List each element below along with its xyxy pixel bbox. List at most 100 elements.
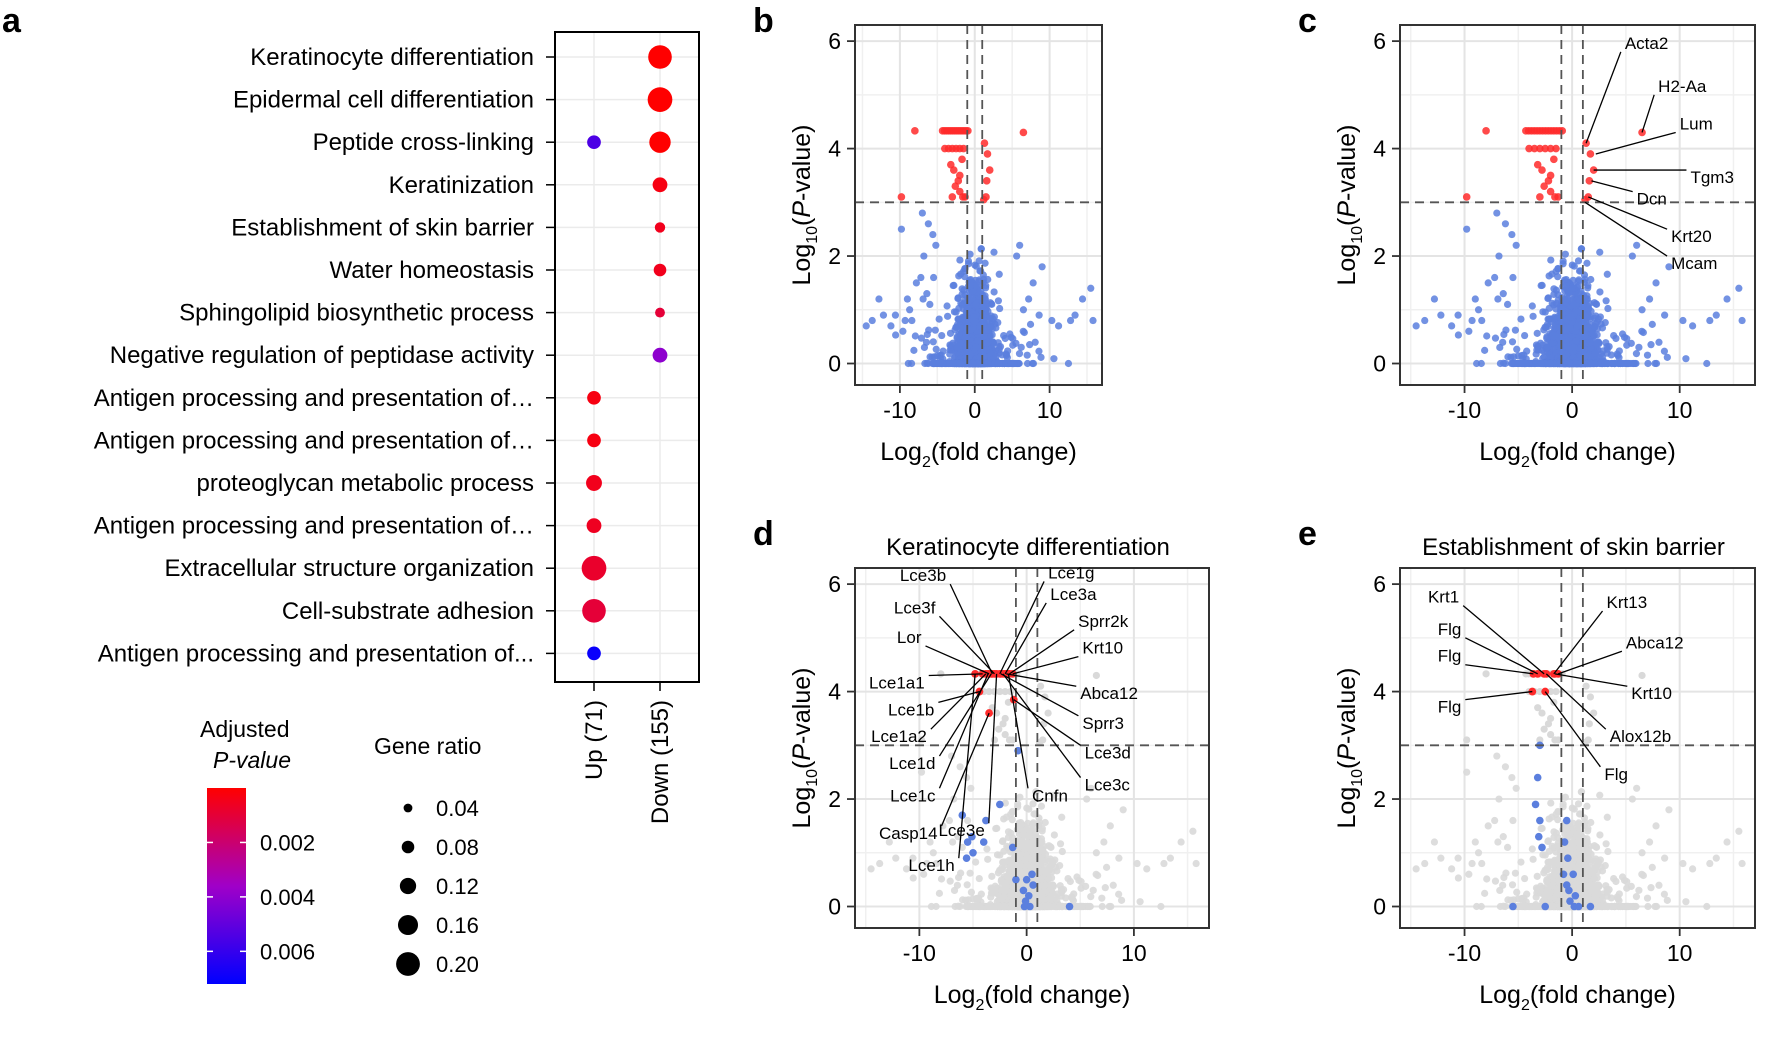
gene-point (969, 359, 977, 368)
gene-point (996, 304, 1004, 313)
significant-point (897, 193, 906, 201)
gene-point (1594, 338, 1602, 346)
term-label: Peptide cross-linking (313, 129, 534, 156)
gene-point (1661, 311, 1669, 319)
term-label: Epidermal cell differentiation (233, 87, 534, 114)
gene-point (1004, 828, 1013, 836)
gene-point (1048, 881, 1056, 889)
gene-point (1562, 275, 1570, 284)
gene-label: H2-Aa (1658, 77, 1707, 96)
significant-point (1586, 150, 1595, 158)
size-legend-title: Gene ratio (374, 733, 481, 759)
gene-point (1511, 326, 1520, 334)
term-label: proteoglycan metabolic process (196, 470, 534, 497)
gene-point (1035, 347, 1043, 355)
gene-point (1495, 252, 1503, 260)
gene-point (1115, 890, 1123, 898)
enrichment-dot (652, 177, 668, 193)
gene-point (1703, 359, 1711, 368)
term-label: Antigen processing and presentation of… (94, 427, 534, 454)
gene-point (980, 332, 988, 340)
gene-point (975, 874, 983, 883)
color-legend-tick-label: 0.002 (260, 830, 315, 855)
gene-point (1623, 335, 1631, 343)
gene-point (996, 866, 1004, 874)
gene-point (1465, 327, 1473, 335)
gene-point (1603, 270, 1611, 278)
gene-point (1101, 884, 1109, 892)
gene-point (1017, 869, 1025, 877)
gene-point (994, 297, 1003, 305)
gene-point (1562, 326, 1570, 334)
gene-point (1421, 316, 1429, 325)
gene-label: Tgm3 (1690, 168, 1733, 187)
enrichment-dot (653, 263, 667, 277)
gene-point (1078, 295, 1087, 303)
gene-point (1471, 295, 1479, 303)
gene-point (1019, 306, 1028, 314)
gene-point (910, 346, 918, 354)
gene-point (958, 314, 967, 323)
gene-point (1596, 248, 1604, 256)
gene-point (892, 854, 900, 862)
gene-point (924, 220, 932, 228)
gene-point (1689, 322, 1697, 330)
gene-point (1523, 347, 1531, 355)
gene-point (998, 886, 1006, 894)
gene-point (1556, 359, 1564, 368)
gene-point (1050, 355, 1058, 363)
gene-point (1092, 671, 1100, 680)
gene-point (972, 300, 980, 309)
gene-point (1454, 311, 1462, 319)
gene-point (1652, 279, 1660, 287)
gene-point (1512, 241, 1520, 249)
gene-point (967, 326, 975, 334)
gene-point (1098, 894, 1106, 902)
gene-point (1738, 316, 1746, 325)
gene-point (1518, 359, 1526, 368)
gene-point (956, 256, 964, 264)
gene-point (937, 670, 945, 678)
gene-point (1177, 838, 1185, 846)
gene-point (1468, 316, 1476, 325)
gene-point (1454, 331, 1462, 339)
significant-point (1552, 144, 1560, 153)
gene-point (1078, 902, 1086, 911)
gene-point (1569, 300, 1578, 309)
gene-point (949, 339, 957, 347)
enrichment-dot (647, 87, 673, 112)
gene-point (1050, 831, 1058, 839)
significant-point (1544, 177, 1553, 185)
gene-point (1517, 315, 1525, 323)
gene-point (978, 301, 986, 309)
gene-point (1016, 825, 1024, 833)
gene-point (1528, 302, 1536, 310)
gene-point (1092, 849, 1100, 857)
size-legend-dot (403, 803, 413, 813)
x-tick-label: 10 (1037, 397, 1063, 423)
gene-point (1107, 902, 1115, 911)
y-tick-label: 6 (1373, 28, 1386, 54)
label-leader-line (1585, 51, 1622, 144)
gene-point (1655, 338, 1663, 346)
panel-letter-b: b (753, 2, 774, 40)
color-legend-title-line1: Adjusted (200, 716, 290, 742)
gene-point (1011, 884, 1019, 892)
gene-point (1001, 902, 1009, 911)
y-axis-title: Log10(P-value) (788, 125, 821, 286)
term-label: Cell-substrate adhesion (282, 598, 534, 625)
gene-point (979, 311, 987, 319)
y-tick-label: 2 (828, 243, 841, 269)
gene-point (1048, 316, 1056, 325)
gene-point (1026, 320, 1035, 328)
gene-point (1054, 322, 1063, 330)
set-gene-point (962, 854, 971, 862)
gene-point (1580, 311, 1588, 319)
gene-label: Mcam (1671, 254, 1717, 273)
gene-point (1029, 359, 1038, 368)
gene-point (950, 308, 959, 316)
gene-point (1645, 295, 1654, 303)
size-legend-dot (401, 840, 415, 854)
gene-point (1647, 341, 1655, 349)
